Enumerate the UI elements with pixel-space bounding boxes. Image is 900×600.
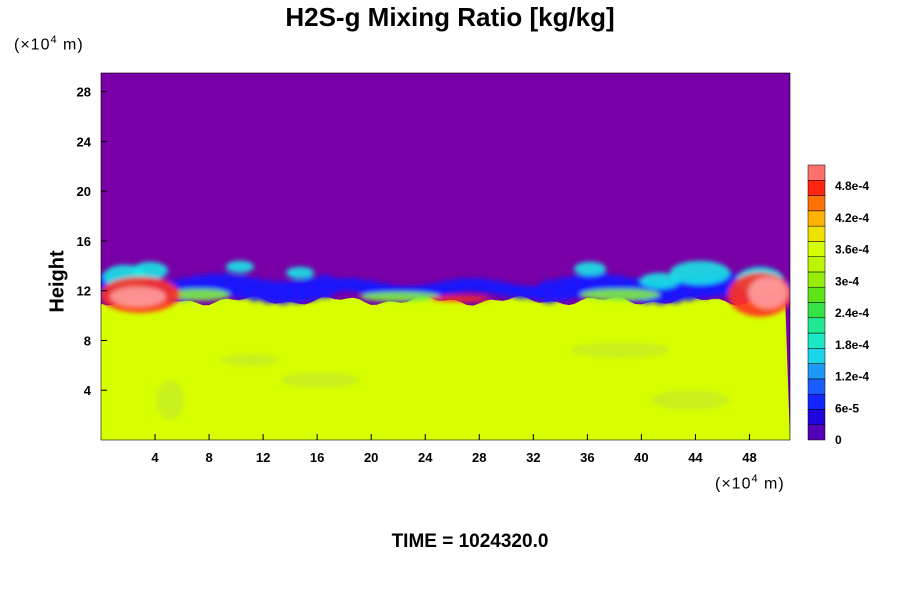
colorbar-tick-label: 6e-5 xyxy=(835,401,859,415)
colorbar-tick-label: 3e-4 xyxy=(835,274,859,288)
x-tick-label: 20 xyxy=(364,450,378,465)
colorbar-tick-label: 4.8e-4 xyxy=(835,179,869,193)
heatmap-field xyxy=(101,73,790,440)
colorbar-segment xyxy=(807,241,826,257)
y-tick-label: 20 xyxy=(77,184,91,199)
mixing-pink-core xyxy=(110,286,166,307)
y-tick-label: 8 xyxy=(84,333,91,348)
colorbar-tick-label: 0 xyxy=(835,433,842,447)
x-axis-ticks: 4 8 12 16 20 24 28 32 36 40 44 48 xyxy=(151,434,757,465)
mixing-cyan-patch xyxy=(640,272,680,289)
x-tick-label: 40 xyxy=(634,450,648,465)
colorbar-tick-label: 1.8e-4 xyxy=(835,338,869,352)
x-tick-label: 48 xyxy=(742,450,756,465)
colorbar-segment xyxy=(807,393,826,410)
lower-swirl xyxy=(220,354,280,366)
colorbar-segment xyxy=(807,286,826,303)
colorbar-segment xyxy=(807,409,826,425)
colorbar-segment xyxy=(807,424,826,441)
chart-title: H2S-g Mixing Ratio [kg/kg] xyxy=(285,2,615,32)
mixing-cyan-patch xyxy=(670,260,730,285)
x-tick-label: 36 xyxy=(580,450,594,465)
colorbar-segment xyxy=(807,348,826,364)
lower-swirl xyxy=(156,380,184,420)
colorbar-segment xyxy=(807,302,826,319)
x-tick-label: 32 xyxy=(526,450,540,465)
x-tick-label: 28 xyxy=(472,450,486,465)
mixing-green-patch xyxy=(170,288,230,301)
y-tick-label: 28 xyxy=(77,85,91,100)
y-tick-label: 12 xyxy=(77,284,91,299)
lower-swirl xyxy=(280,372,360,388)
mixing-pink-core xyxy=(748,276,788,309)
colorbar-segment xyxy=(807,271,826,288)
y-tick-label: 24 xyxy=(77,134,92,149)
colorbar-tick-label: 2.4e-4 xyxy=(835,306,869,320)
x-tick-label: 4 xyxy=(151,450,159,465)
colorbar-segment xyxy=(807,332,826,349)
mixing-cyan-patch xyxy=(574,261,606,276)
colorbar-segment xyxy=(807,180,826,196)
x-tick-label: 12 xyxy=(256,450,270,465)
colorbar-tick-label: 1.2e-4 xyxy=(835,370,869,384)
y-axis-ticks: 4 8 12 16 20 24 28 xyxy=(77,85,107,398)
mixing-cyan-patch xyxy=(132,261,168,280)
y-tick-label: 4 xyxy=(84,383,92,398)
plot-frame xyxy=(100,72,791,441)
colorbar-segment xyxy=(807,363,826,380)
x-tick-label: 8 xyxy=(205,450,212,465)
x-tick-label: 44 xyxy=(688,450,703,465)
time-label: TIME = 1024320.0 xyxy=(391,531,549,552)
colorbar-tick-label: 4.2e-4 xyxy=(835,211,869,225)
colorbar-segment xyxy=(807,195,826,212)
lower-swirl xyxy=(650,390,730,410)
colorbar-segment xyxy=(807,256,826,273)
x-tick-label: 16 xyxy=(310,450,324,465)
colorbar: 0 6e-5 1.2e-4 1.8e-4 2.4e-4 3e-4 3.6e-4 4.2e-4 4… xyxy=(807,164,869,447)
mixing-red-patch xyxy=(430,295,490,302)
colorbar-segment xyxy=(807,378,826,395)
x-tick-label: 24 xyxy=(418,450,433,465)
colorbar-segment xyxy=(807,225,826,242)
colorbar-tick-label: 3.6e-4 xyxy=(835,243,869,257)
y-tick-label: 16 xyxy=(77,234,91,249)
colorbar-segment xyxy=(807,317,826,334)
colorbar-segment xyxy=(807,164,826,181)
mixing-cyan-patch xyxy=(226,260,254,273)
colorbar-segment xyxy=(807,210,826,227)
lower-swirl xyxy=(570,342,670,358)
mixing-green-patch xyxy=(360,291,440,302)
interface-band xyxy=(101,260,790,420)
x-axis-unit: (×104 m) xyxy=(715,473,785,493)
mixing-features xyxy=(101,260,790,420)
mixing-green-patch xyxy=(580,288,660,301)
mixing-cyan-patch xyxy=(286,266,314,279)
y-axis-unit: (×104 m) xyxy=(14,34,84,54)
lower-layer-region xyxy=(101,295,790,440)
